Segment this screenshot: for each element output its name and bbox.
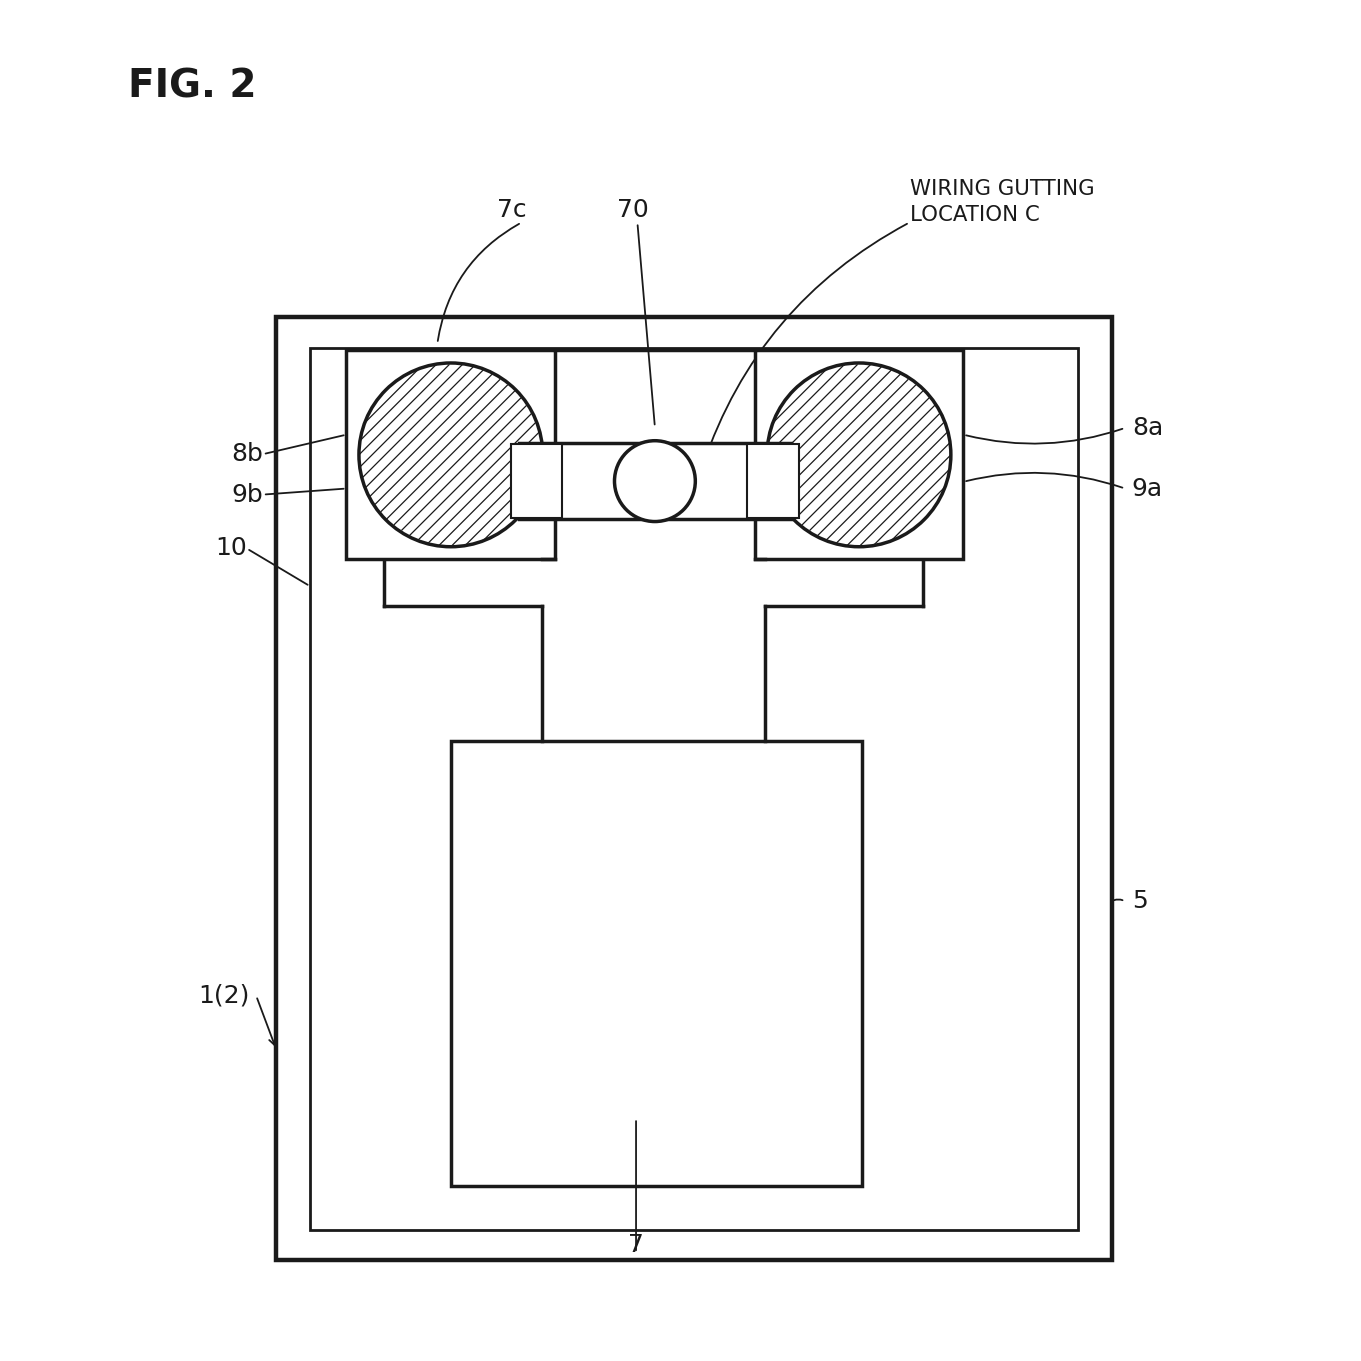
Bar xyxy=(452,742,863,1185)
Bar xyxy=(747,444,799,519)
Text: 1(2): 1(2) xyxy=(199,984,249,1007)
Circle shape xyxy=(615,441,695,521)
Text: 70: 70 xyxy=(618,199,649,222)
Text: 5: 5 xyxy=(1132,890,1147,913)
Text: 8b: 8b xyxy=(231,442,263,467)
Bar xyxy=(519,444,791,519)
Text: 7: 7 xyxy=(629,1233,644,1258)
Text: 7c: 7c xyxy=(497,199,527,222)
Text: WIRING GUTTING
LOCATION C: WIRING GUTTING LOCATION C xyxy=(909,180,1094,226)
Bar xyxy=(276,317,1112,1260)
Bar xyxy=(310,348,1078,1230)
Bar xyxy=(512,444,562,519)
Bar xyxy=(754,351,964,559)
Text: 9a: 9a xyxy=(1132,476,1162,501)
Text: 9b: 9b xyxy=(231,483,263,506)
Text: 10: 10 xyxy=(215,536,246,561)
Text: FIG. 2: FIG. 2 xyxy=(128,68,257,106)
Bar xyxy=(347,351,555,559)
Circle shape xyxy=(359,363,543,547)
Text: 8a: 8a xyxy=(1132,416,1164,440)
Circle shape xyxy=(768,363,951,547)
